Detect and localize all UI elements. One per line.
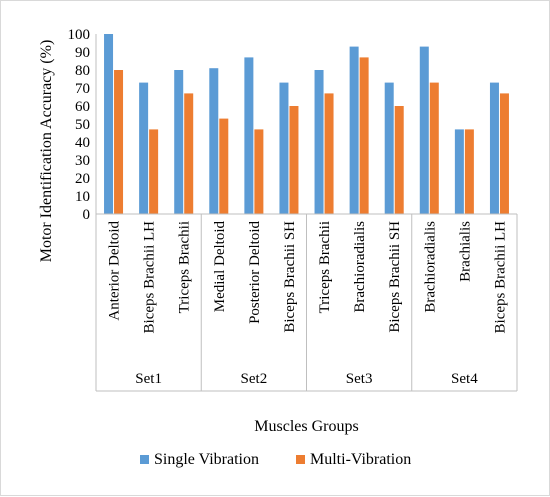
x-category-label: Brachioradialis (422, 221, 438, 313)
bar-multi-vibration (114, 70, 124, 214)
bar-single-vibration (384, 82, 394, 214)
x-category-label: Triceps Brachii (317, 221, 333, 313)
bar-multi-vibration (499, 93, 509, 214)
legend-label: Single Vibration (154, 451, 259, 468)
bar-single-vibration (139, 82, 149, 214)
bar-multi-vibration (394, 106, 404, 214)
group-label: Set2 (241, 371, 268, 387)
y-tick-label: 50 (75, 117, 90, 133)
group-label: Set4 (451, 371, 478, 387)
legend-swatch (140, 455, 149, 464)
y-tick-label: 20 (75, 171, 90, 187)
axes-layer (95, 34, 517, 215)
bar-multi-vibration (219, 118, 229, 214)
x-category-label: Brachioradialis (352, 221, 368, 313)
y-tick-label: 30 (75, 153, 90, 169)
bar-multi-vibration (324, 93, 334, 214)
x-category-label: Biceps Brachii LH (142, 221, 158, 334)
y-tick-label: 80 (75, 63, 90, 79)
bar-single-vibration (419, 46, 429, 214)
y-tick-labels: 0 10 20 30 40 50 60 70 80 90 100 (68, 27, 91, 223)
x-category-labels: Anterior Deltoid Biceps Brachii LH Triceps… (107, 221, 509, 334)
x-category-label: Triceps Brachii (177, 221, 193, 313)
y-tick-label: 10 (75, 189, 90, 205)
legend: Single Vibration Multi-Vibration (140, 451, 411, 468)
y-tick-label: 90 (75, 45, 90, 61)
bar-multi-vibration (254, 129, 264, 214)
bar-multi-vibration (184, 93, 194, 214)
y-axis-title: Motor Identification Accuracy (%) (38, 40, 55, 263)
bar-multi-vibration (359, 57, 369, 215)
legend-swatch (296, 455, 305, 464)
x-category-label: Brachialis (457, 221, 473, 282)
y-tick-label: 0 (83, 207, 91, 223)
x-category-label: Biceps Brachii SH (387, 221, 403, 333)
x-axis-title: Muscles Groups (254, 418, 358, 435)
bar-single-vibration (174, 70, 184, 214)
bar-single-vibration (279, 82, 289, 214)
bars-layer (104, 34, 509, 215)
bar-single-vibration (314, 70, 324, 214)
bar-multi-vibration (289, 106, 299, 214)
x-category-label: Biceps Brachii SH (282, 221, 298, 333)
bar-single-vibration (244, 57, 254, 215)
x-category-label: Medial Deltoid (212, 221, 228, 313)
bar-single-vibration (489, 82, 499, 214)
bar-single-vibration (104, 34, 114, 214)
y-tick-label: 40 (75, 135, 90, 151)
legend-label: Multi-Vibration (310, 451, 411, 468)
y-tick-label: 70 (75, 81, 90, 97)
x-category-label: Biceps Brachii LH (492, 221, 508, 334)
y-tick-label: 100 (68, 27, 91, 43)
bar-multi-vibration (149, 129, 159, 214)
x-category-label: Posterior Deltoid (247, 221, 263, 324)
y-tick-label: 60 (75, 99, 90, 115)
group-label: Set1 (135, 371, 162, 387)
bar-multi-vibration (429, 82, 439, 214)
bar-multi-vibration (464, 129, 474, 214)
bar-single-vibration (349, 46, 359, 214)
bar-single-vibration (454, 129, 464, 214)
group-label: Set3 (346, 371, 373, 387)
group-axis: Set1 Set2 Set3 Set4 (95, 214, 518, 392)
x-category-label: Anterior Deltoid (107, 221, 123, 321)
bar-single-vibration (209, 68, 219, 214)
